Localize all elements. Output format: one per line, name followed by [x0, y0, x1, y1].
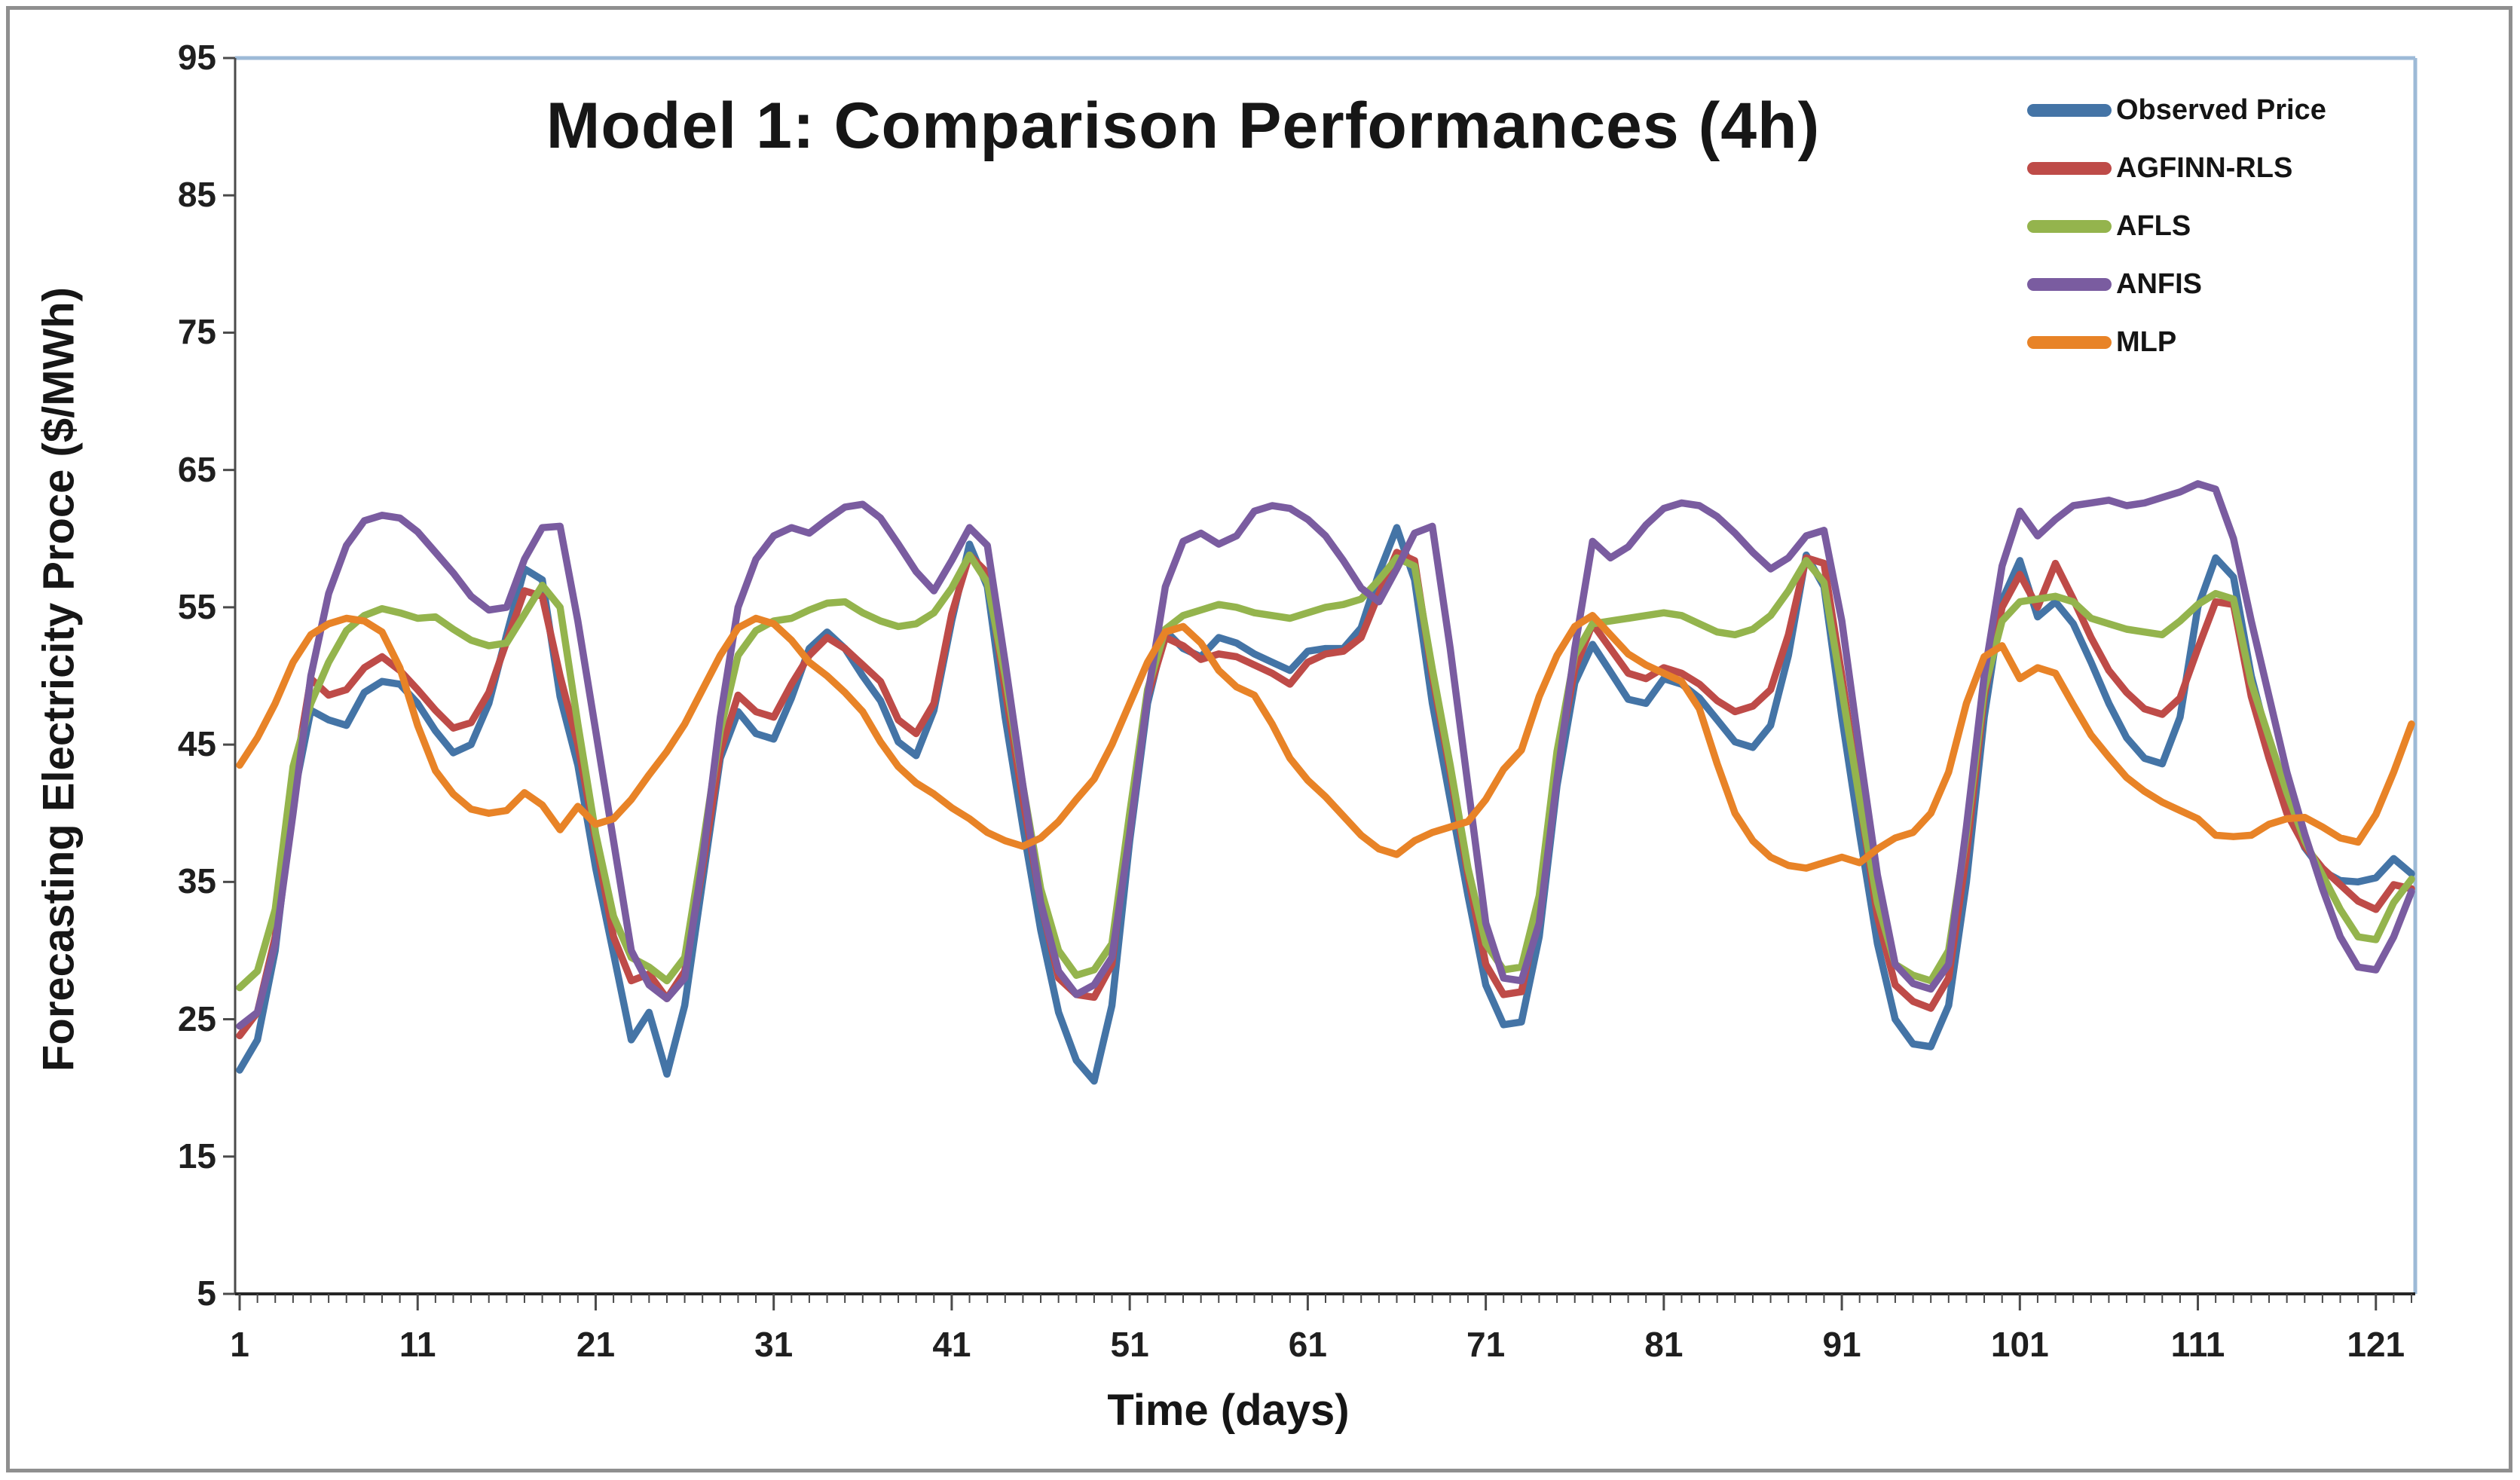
- legend-color-chip: [2027, 220, 2112, 233]
- legend-label: Observed Price: [2116, 94, 2326, 126]
- legend-color-chip: [2027, 278, 2112, 291]
- legend-item-mlp: MLP: [2027, 313, 2326, 372]
- legend-label: AFLS: [2116, 210, 2191, 242]
- x-tick-label: 71: [1466, 1325, 1506, 1364]
- y-tick-label: 15: [177, 1136, 216, 1176]
- x-tick-label: 61: [1288, 1325, 1327, 1364]
- y-tick-label: 45: [177, 724, 216, 764]
- legend-color-chip: [2027, 104, 2112, 117]
- legend-color-chip: [2027, 162, 2112, 175]
- y-tick-label: 5: [197, 1274, 216, 1313]
- x-tick-label: 31: [754, 1325, 794, 1364]
- series-line-afls: [236, 551, 2415, 992]
- y-tick-label: 65: [177, 449, 216, 489]
- legend-color-chip: [2027, 336, 2112, 349]
- x-tick-label: 11: [399, 1325, 436, 1364]
- y-tick-label: 35: [177, 861, 216, 901]
- legend-label: AGFINN-RLS: [2116, 152, 2293, 184]
- series-line-mlp: [236, 612, 2415, 872]
- series-line-anfis: [236, 480, 2415, 1030]
- x-tick-label: 121: [2347, 1325, 2405, 1364]
- y-axis-title: Forecasting Electricity Proce ($/MWh): [34, 286, 84, 1072]
- x-tick-label: 51: [1110, 1325, 1149, 1364]
- x-tick-label: 91: [1822, 1325, 1861, 1364]
- chart-title: Model 1: Comparison Performances (4h): [546, 90, 1821, 162]
- y-tick-label: 85: [177, 175, 216, 215]
- legend-label: ANFIS: [2116, 268, 2202, 300]
- legend-item-observed-price: Observed Price: [2027, 81, 2326, 139]
- x-axis-title: Time (days): [1107, 1386, 1350, 1435]
- x-tick-label: 21: [576, 1325, 616, 1364]
- legend-item-anfis: ANFIS: [2027, 255, 2326, 313]
- x-tick-label: 81: [1644, 1325, 1684, 1364]
- y-tick-label: 55: [177, 586, 216, 626]
- x-tick-label: 101: [1990, 1325, 2049, 1364]
- x-tick-label: 1: [230, 1325, 249, 1364]
- legend-label: MLP: [2116, 326, 2177, 358]
- x-tick-label: 111: [2170, 1325, 2225, 1364]
- x-tick-label: 41: [932, 1325, 971, 1364]
- legend-item-afls: AFLS: [2027, 197, 2326, 255]
- series-line-observed-price: [236, 524, 2415, 1085]
- y-tick-label: 25: [177, 998, 216, 1038]
- legend: Observed Price AGFINN-RLS AFLS ANFIS MLP: [2027, 81, 2326, 372]
- y-tick-label: 75: [177, 312, 216, 352]
- y-tick-label: 95: [177, 38, 216, 77]
- legend-item-agfinn-rls: AGFINN-RLS: [2027, 139, 2326, 197]
